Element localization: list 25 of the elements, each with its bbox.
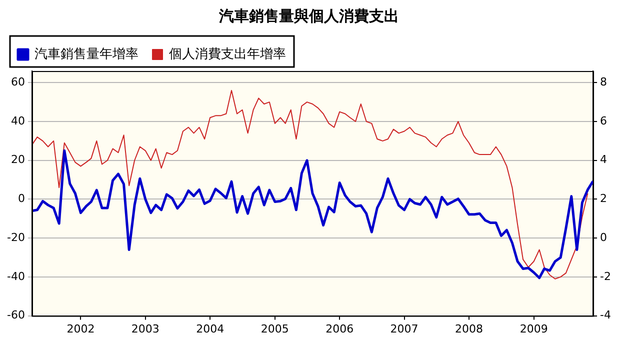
x-tick-label: 2004 — [196, 322, 224, 336]
y-tick-label: 60 — [10, 76, 25, 89]
x-tick-label: 2003 — [131, 322, 160, 336]
x-tick-label: 2005 — [260, 322, 289, 336]
x-tick-label: 2002 — [66, 322, 95, 336]
y-tick-label: 0 — [18, 192, 25, 206]
y2-tick-label: -4 — [600, 308, 611, 322]
y2-tick-label: 2 — [600, 192, 608, 206]
legend-label: 個人消費支出年增率 — [169, 46, 286, 62]
x-tick-label: 2008 — [454, 322, 483, 336]
chart-title: 汽車銷售量與個人消費支出 — [218, 6, 399, 25]
legend-label: 汽車銷售量年增率 — [34, 46, 138, 62]
y2-tick-label: -2 — [600, 270, 611, 283]
y-tick-label: -60 — [7, 308, 25, 322]
y-tick-label: -20 — [7, 230, 25, 244]
x-tick-label: 2006 — [326, 322, 354, 336]
y2-tick-label: 4 — [600, 153, 608, 166]
y-tick-label: 40 — [10, 114, 25, 128]
y-tick-label: 20 — [10, 153, 25, 166]
x-tick-label: 2007 — [390, 322, 418, 336]
y2-tick-label: 8 — [600, 76, 608, 89]
y-tick-label: -40 — [7, 270, 25, 283]
y2-tick-label: 0 — [600, 230, 608, 244]
y2-tick-label: 6 — [600, 114, 608, 128]
x-tick-label: 2009 — [520, 322, 548, 336]
